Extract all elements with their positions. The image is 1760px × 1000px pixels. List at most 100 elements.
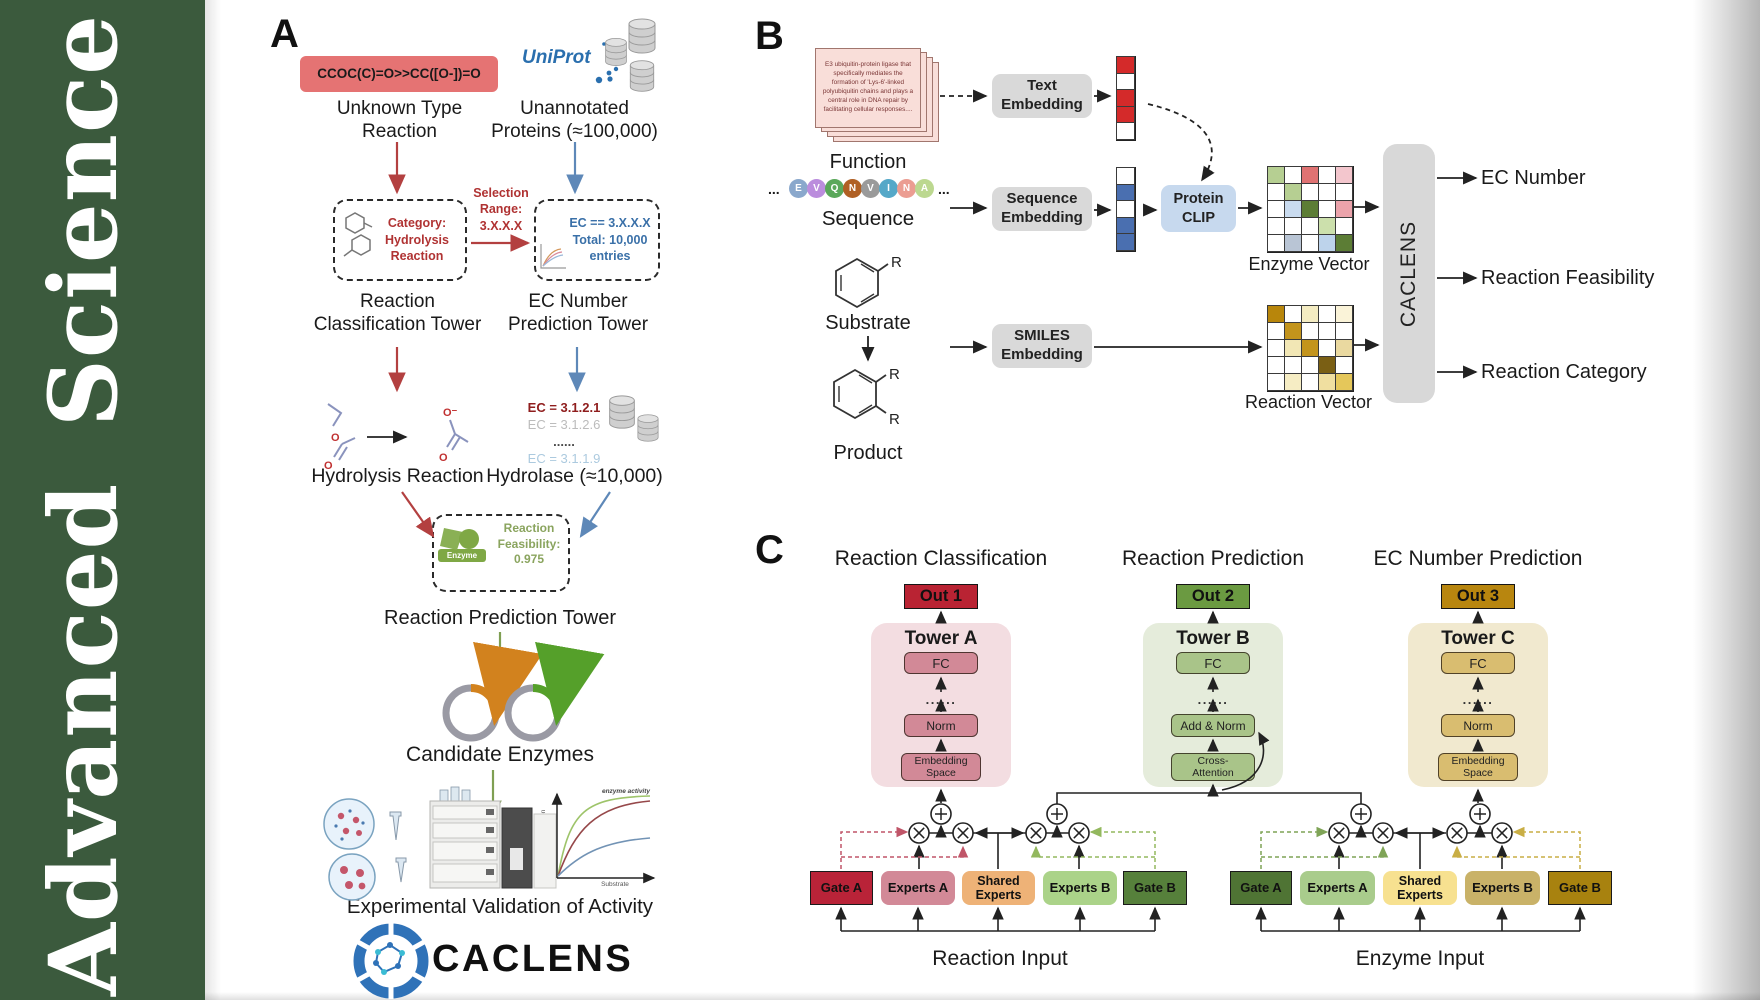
product-r1-label: R bbox=[889, 366, 900, 383]
tower-c: Tower C FC ...... Norm Embedding Space bbox=[1408, 623, 1548, 787]
protein-clip-box: Protein CLIP bbox=[1161, 185, 1236, 232]
hydrolase-label: Hydrolase (≈10,000) bbox=[486, 465, 663, 487]
tower-c-fc: FC bbox=[1441, 652, 1515, 674]
hydrolysis-reaction-label: Hydrolysis Reaction bbox=[311, 465, 484, 487]
sequence-embedding-box: Sequence Embedding bbox=[992, 187, 1092, 231]
tower-a-title: Tower A bbox=[904, 628, 978, 649]
category-label: Category: Hydrolysis Reaction bbox=[385, 216, 449, 264]
uniprot-dots-icon bbox=[595, 42, 623, 84]
plasmid-icons bbox=[442, 641, 605, 742]
tower-c-embedding: Embedding Space bbox=[1438, 753, 1518, 781]
substrate-label: Substrate bbox=[825, 312, 911, 334]
selection-range-label: Selection Range: 3.X.X.X bbox=[473, 186, 529, 233]
tower-b-cross-attention: Cross- Attention bbox=[1171, 753, 1255, 781]
ec-filter-node: EC == 3.X.X.X Total: 10,000 entries bbox=[534, 199, 660, 281]
reaction-gate-a: Gate A bbox=[810, 871, 873, 905]
substrate-molecule-icon: R bbox=[835, 254, 902, 309]
product-molecule-icon: R R bbox=[833, 366, 900, 428]
enzyme-badge: Enzyme bbox=[438, 549, 486, 562]
panel-c-label: C bbox=[755, 528, 784, 572]
hydrolase-database-icon bbox=[609, 395, 659, 442]
unknown-reaction-label: Unknown Type Reaction bbox=[336, 98, 463, 143]
reaction-vector-matrix bbox=[1267, 305, 1354, 392]
enzyme-experts-a: Experts A bbox=[1300, 871, 1375, 905]
unannotated-proteins-label: Unannotated Proteins (≈100,000) bbox=[491, 98, 658, 143]
out2-box: Out 2 bbox=[1176, 584, 1250, 609]
validation-label: Experimental Validation of Activity bbox=[346, 895, 654, 918]
gutter-shadow bbox=[205, 0, 221, 1000]
enzyme-vector-label: Enzyme Vector bbox=[1248, 254, 1370, 274]
tower-a: Tower A FC ...... Norm Embedding Space bbox=[871, 623, 1011, 787]
tower-a-fc: FC bbox=[904, 652, 978, 674]
out1-box: Out 1 bbox=[904, 584, 978, 609]
tower-c-norm: Norm bbox=[1441, 714, 1515, 737]
activity-graph-icon bbox=[551, 792, 656, 884]
text-embedding-vector bbox=[1116, 56, 1136, 141]
acetate-oxygen: O bbox=[439, 452, 448, 464]
ec-tower-label: EC Number Prediction Tower bbox=[507, 291, 649, 336]
heading-ec-number-prediction: EC Number Prediction bbox=[1373, 547, 1583, 570]
heading-reaction-classification: Reaction Classification bbox=[834, 547, 1048, 570]
reaction-classification-node: Category: Hydrolysis Reaction bbox=[333, 199, 467, 281]
output-reaction-category: Reaction Category bbox=[1481, 361, 1647, 383]
classification-tower-label: Reaction Classification Tower bbox=[313, 291, 482, 336]
output-reaction-feasibility: Reaction Feasibility bbox=[1481, 267, 1655, 289]
uniprot-logo: UniProt bbox=[522, 47, 591, 68]
sequence-ellipsis-left: ... bbox=[768, 181, 780, 197]
bottom-shadow bbox=[205, 992, 1760, 1000]
graph-ylabel: Rate of reaction bbox=[541, 809, 547, 853]
tower-a-embedding: Embedding Space bbox=[901, 753, 981, 781]
ester-molecule-icon: O O bbox=[324, 403, 356, 472]
product-r2-label: R bbox=[889, 411, 900, 428]
panel-a-label: A bbox=[270, 12, 299, 56]
tower-b-dots: ...... bbox=[1197, 692, 1229, 707]
journal-banner: Advanced Science bbox=[0, 0, 205, 1000]
feasibility-score-label: Reaction Feasibility: 0.975 bbox=[497, 521, 561, 567]
function-card-text: E3 ubiquitin-protein ligase that specifi… bbox=[822, 61, 914, 113]
journal-name: Advanced Science bbox=[29, 13, 139, 997]
acetate-oxyanion: O⁻ bbox=[443, 407, 458, 419]
caclens-wordmark: CACLENS bbox=[432, 938, 634, 980]
reaction-vector-label: Reaction Vector bbox=[1244, 392, 1373, 412]
ec-filter-label: EC == 3.X.X.X Total: 10,000 entries bbox=[569, 216, 651, 264]
substrate-r-label: R bbox=[891, 254, 902, 271]
tower-a-dots: ...... bbox=[925, 692, 957, 707]
reaction-gate-b: Gate B bbox=[1123, 871, 1187, 905]
protein-database-icon bbox=[605, 18, 656, 92]
reaction-shared-experts: Shared Experts bbox=[962, 871, 1035, 905]
page-curl-shadow bbox=[1693, 0, 1760, 1000]
reaction-experts-a: Experts A bbox=[881, 871, 955, 905]
candidate-enzymes-label: Candidate Enzymes bbox=[406, 743, 594, 766]
text-embedding-box: Text Embedding bbox=[992, 74, 1092, 118]
ec-results-list: EC = 3.1.2.1 EC = 3.1.2.6...... EC = 3.1.1… bbox=[527, 400, 601, 467]
tower-b: Tower B FC ...... Add & Norm Cross- Atte… bbox=[1143, 623, 1283, 787]
tower-b-title: Tower B bbox=[1176, 628, 1250, 649]
panel-b-label: B bbox=[755, 14, 784, 58]
enzyme-gate-b: Gate B bbox=[1548, 871, 1612, 905]
smiles-reaction-box: CCOC(C)=O>>CC([O-])=O bbox=[300, 56, 498, 92]
function-card-front: E3 ubiquitin-protein ligase that specifi… bbox=[815, 48, 921, 128]
reaction-feasibility-node bbox=[432, 514, 570, 592]
out3-box: Out 3 bbox=[1441, 584, 1515, 609]
output-ec-number: EC Number bbox=[1481, 167, 1586, 189]
graph-xlabel: Substrate bbox=[601, 881, 629, 888]
reaction-input-label: Reaction Input bbox=[932, 947, 1068, 970]
sequence-embedding-vector bbox=[1116, 167, 1136, 252]
caclens-bar-label: CACLENS bbox=[1397, 220, 1420, 327]
caclens-logo-icon bbox=[353, 923, 429, 999]
enzyme-vector-matrix bbox=[1267, 166, 1354, 253]
heading-reaction-prediction: Reaction Prediction bbox=[1121, 547, 1305, 570]
tower-c-dots: ...... bbox=[1462, 692, 1494, 707]
enzyme-shared-experts: Shared Experts bbox=[1383, 871, 1457, 905]
reaction-experts-b: Experts B bbox=[1043, 871, 1117, 905]
enzyme-experts-b: Experts B bbox=[1465, 871, 1540, 905]
hplc-machine-icon bbox=[429, 786, 557, 889]
function-label: Function bbox=[829, 151, 907, 173]
operator-symbols bbox=[908, 803, 1513, 844]
enzyme-input-label: Enzyme Input bbox=[1355, 947, 1485, 970]
enzyme-gate-a: Gate A bbox=[1230, 871, 1292, 905]
tower-b-fc: FC bbox=[1176, 652, 1250, 674]
petri-dish-icons bbox=[323, 798, 407, 901]
